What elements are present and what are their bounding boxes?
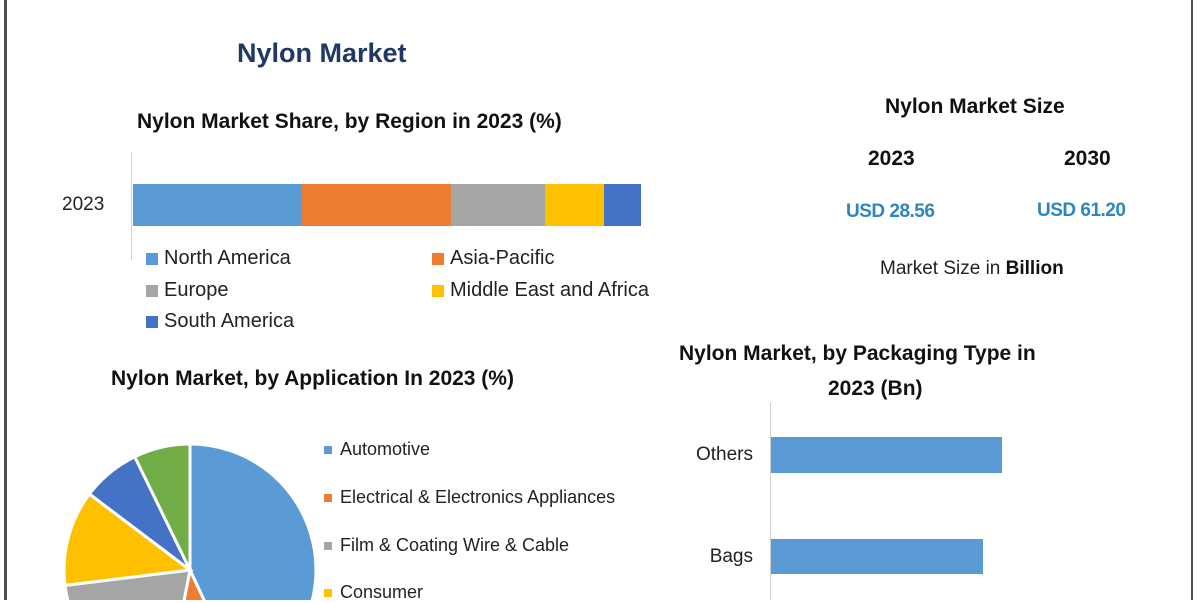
region-chart-axis xyxy=(131,152,132,260)
market-size-year-2023: 2023 xyxy=(868,147,915,170)
pie-slice-other-green xyxy=(132,442,192,571)
application-chart-title: Nylon Market, by Application In 2023 (%) xyxy=(111,367,514,390)
legend-swatch-icon xyxy=(146,252,158,265)
bar-segment-south-america xyxy=(604,184,641,226)
page-title: Nylon Market xyxy=(237,38,407,68)
application-pie-chart xyxy=(62,442,318,600)
market-size-year-2030: 2030 xyxy=(1064,147,1111,170)
legend-label: Europe xyxy=(164,279,229,301)
market-size-value-2030: USD 61.20 xyxy=(1037,200,1126,221)
market-size-unit-note: Market Size in Billion xyxy=(880,258,1064,280)
legend-label: Consumer xyxy=(340,582,424,602)
bar-segment-middle-east-africa xyxy=(545,184,604,226)
market-size-note-prefix: Market Size in xyxy=(880,258,1001,279)
pie-legend-consumer: Consumer xyxy=(324,582,423,603)
legend-europe: Europe xyxy=(146,279,229,302)
legend-label: North America xyxy=(164,247,291,269)
market-size-title: Nylon Market Size xyxy=(885,95,1065,118)
legend-label: Automotive xyxy=(340,439,431,459)
packaging-category-bags: Bags xyxy=(709,546,753,567)
pie-legend-electrical: Electrical & Electronics Appliances xyxy=(324,487,615,508)
frame-right-border xyxy=(1191,0,1193,600)
frame-left-border xyxy=(4,0,7,600)
legend-south-america: South America xyxy=(146,310,294,333)
legend-swatch-icon xyxy=(146,315,158,328)
legend-swatch-icon xyxy=(324,445,332,454)
legend-swatch-icon xyxy=(324,541,332,550)
packaging-chart-title-line1: Nylon Market, by Packaging Type in xyxy=(679,342,1036,365)
legend-swatch-icon xyxy=(432,252,444,265)
region-chart-title: Nylon Market Share, by Region in 2023 (%… xyxy=(137,110,562,133)
packaging-chart-title-line2: 2023 (Bn) xyxy=(828,377,923,400)
pie-slice-automotive xyxy=(188,442,318,600)
pie-legend-film-coating: Film & Coating Wire & Cable xyxy=(324,535,569,556)
pie-slice-film-coating xyxy=(63,568,192,600)
market-size-value-2023: USD 28.56 xyxy=(846,201,935,222)
legend-label: Asia-Pacific xyxy=(450,247,555,269)
legend-swatch-icon xyxy=(432,284,444,297)
packaging-bar-bags xyxy=(771,539,983,574)
bar-segment-europe xyxy=(451,184,545,226)
legend-middle-east-africa: Middle East and Africa xyxy=(432,279,649,302)
packaging-chart-axis xyxy=(770,402,771,600)
bar-segment-asia-pacific xyxy=(302,184,451,226)
legend-asia-pacific: Asia-Pacific xyxy=(432,247,554,270)
legend-swatch-icon xyxy=(324,588,332,597)
legend-north-america: North America xyxy=(146,247,291,270)
packaging-bar-others xyxy=(771,437,1002,473)
market-size-note-unit: Billion xyxy=(1005,258,1064,279)
pie-slice-consumer xyxy=(62,491,194,588)
region-chart-year-label: 2023 xyxy=(62,194,105,215)
region-stacked-bar xyxy=(133,184,641,226)
pie-legend-automotive: Automotive xyxy=(324,439,430,460)
legend-swatch-icon xyxy=(146,284,158,297)
legend-label: Electrical & Electronics Appliances xyxy=(340,487,616,507)
legend-label: South America xyxy=(164,310,295,332)
legend-label: Film & Coating Wire & Cable xyxy=(340,535,570,555)
packaging-category-others: Others xyxy=(695,444,753,465)
legend-label: Middle East and Africa xyxy=(450,279,649,301)
legend-swatch-icon xyxy=(324,493,332,502)
bar-segment-north-america xyxy=(133,184,302,226)
